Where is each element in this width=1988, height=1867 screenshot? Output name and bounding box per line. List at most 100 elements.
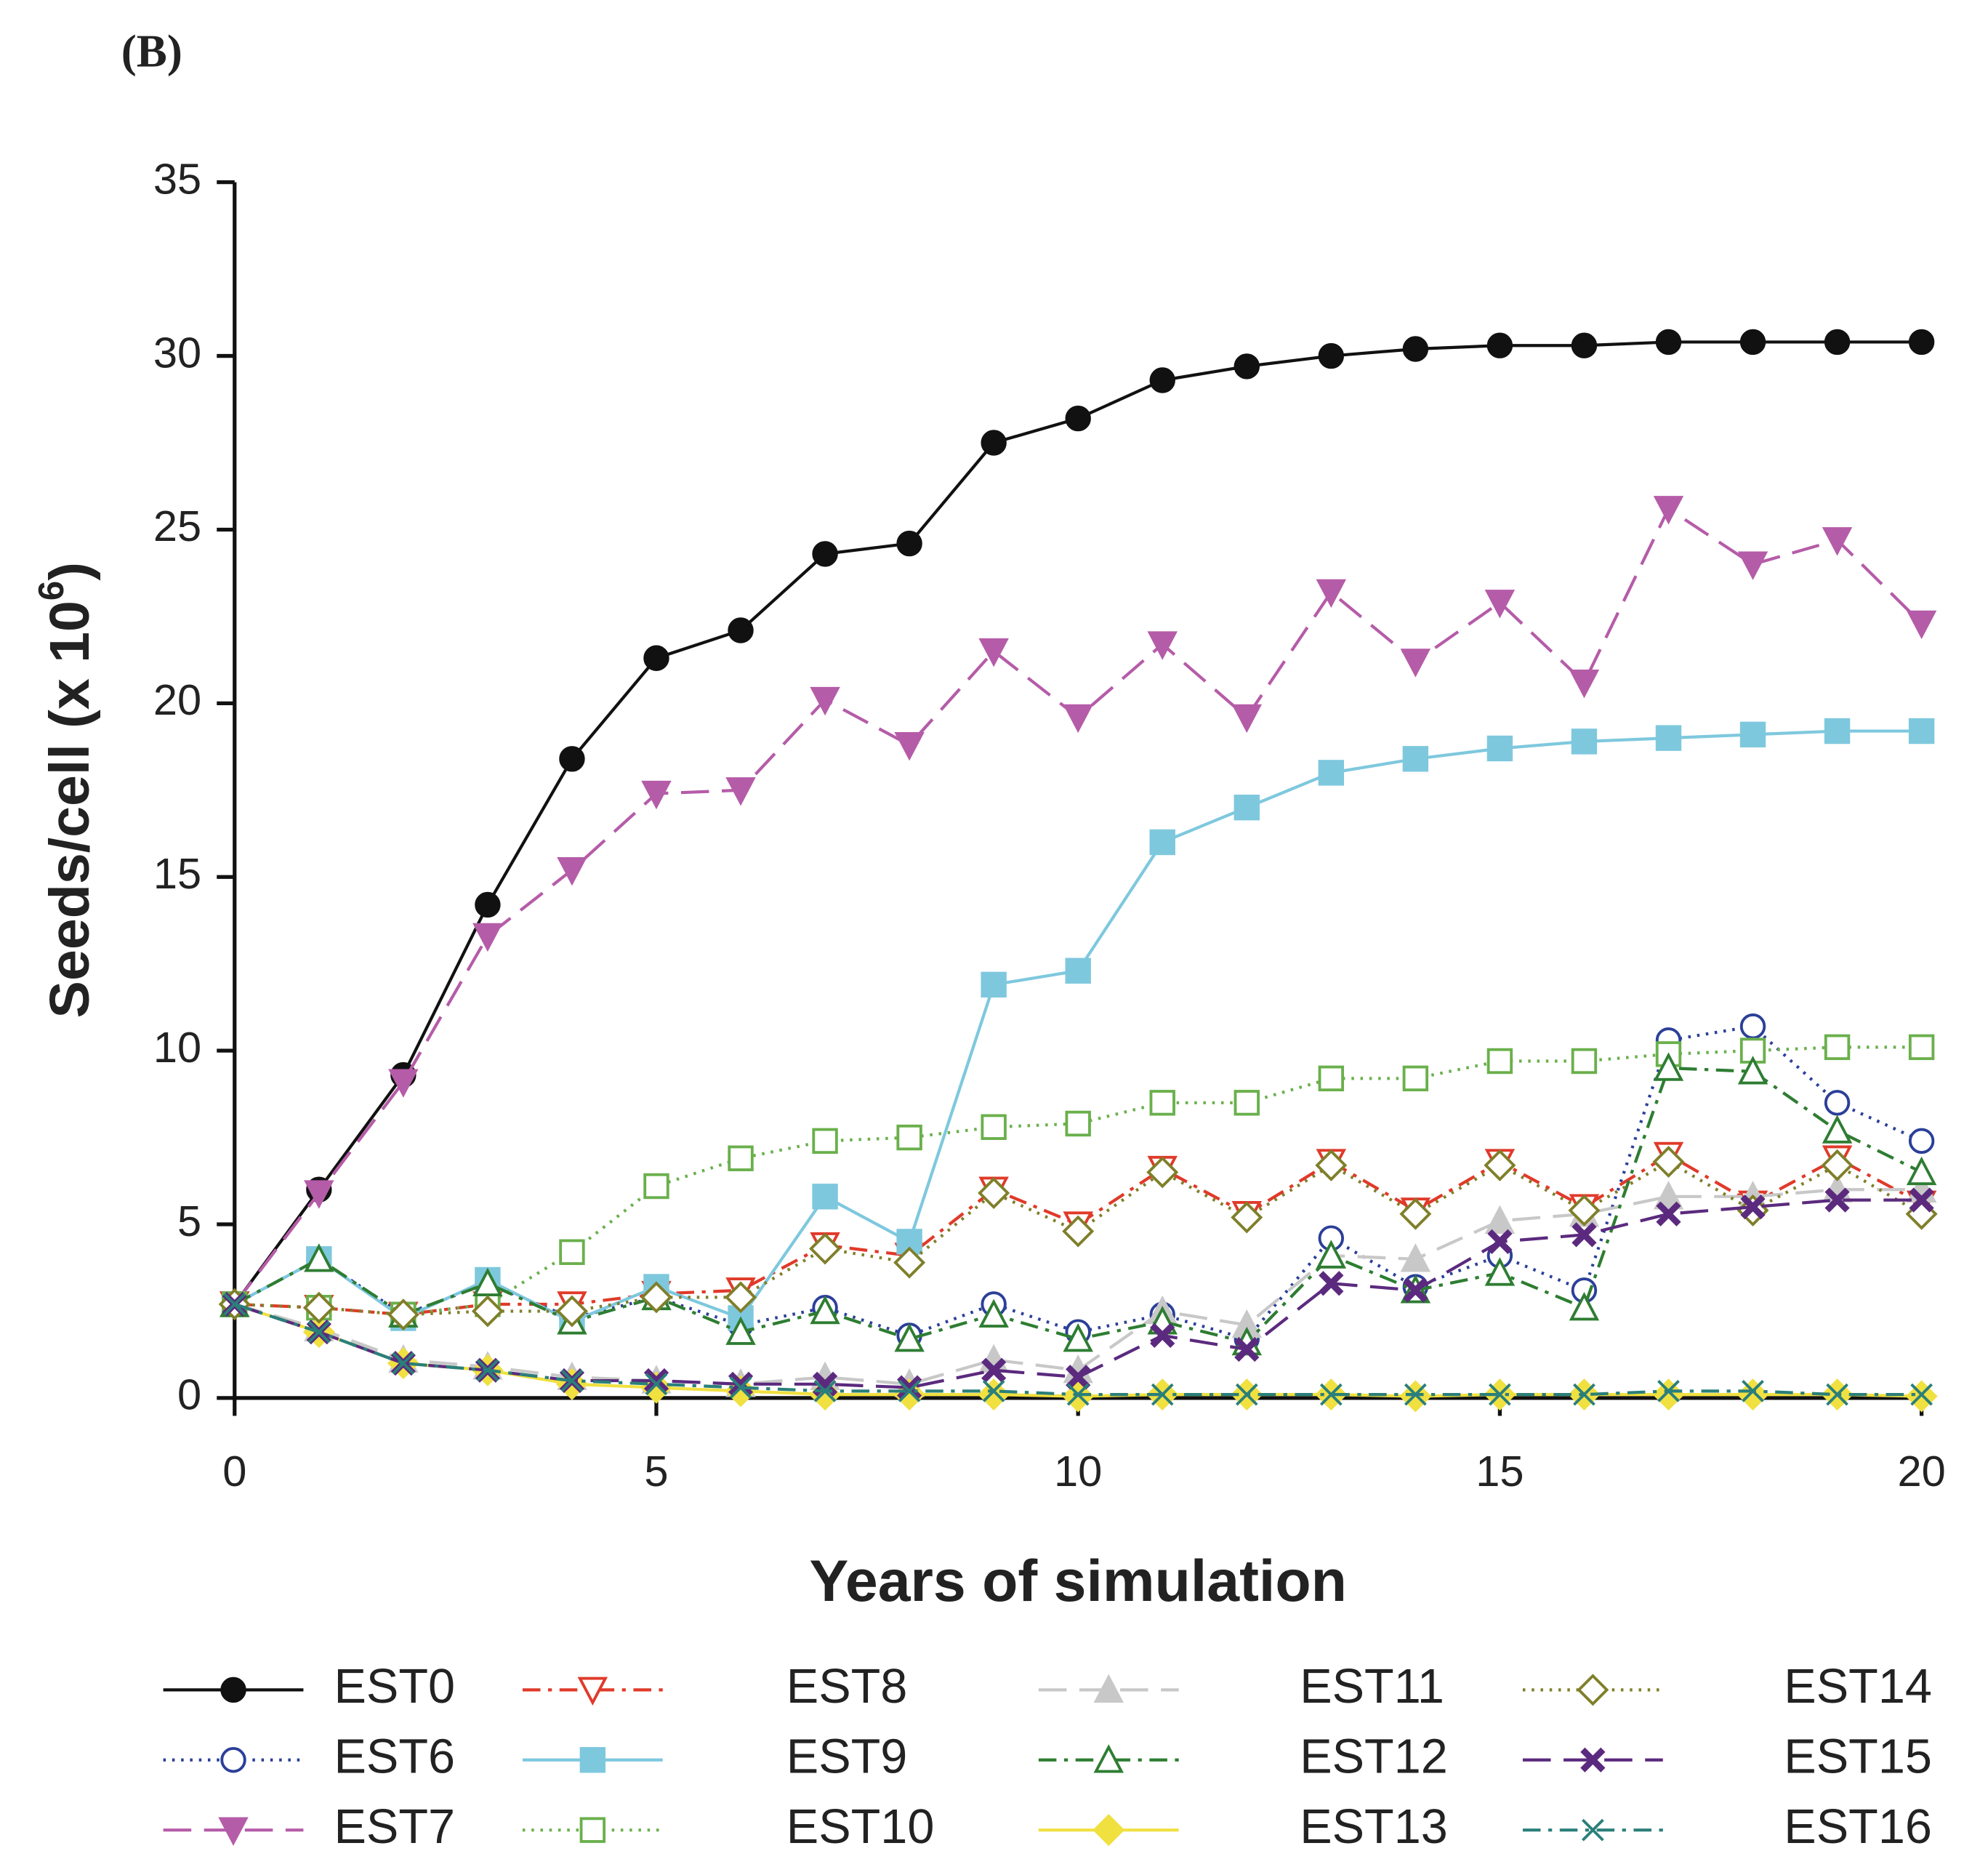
- marker: [812, 1184, 838, 1210]
- marker: [981, 430, 1007, 456]
- y-tick-label: 25: [153, 502, 201, 550]
- marker: [981, 1357, 1007, 1383]
- marker: [1571, 332, 1598, 358]
- marker: [1740, 1195, 1766, 1220]
- marker: [1234, 1336, 1260, 1362]
- y-tick-label: 5: [177, 1197, 201, 1245]
- marker: [896, 1124, 922, 1151]
- legend-item: EST15: [1522, 1730, 1932, 1783]
- marker: [1315, 1149, 1348, 1181]
- marker: [476, 1359, 499, 1382]
- legend-label: EST13: [1300, 1800, 1448, 1854]
- marker: [559, 1239, 585, 1265]
- marker: [1822, 1115, 1853, 1144]
- marker: [557, 856, 587, 886]
- marker: [1824, 329, 1851, 356]
- legend-item: EST11: [1038, 1660, 1444, 1714]
- marker: [643, 1173, 669, 1200]
- legend-marker: [1092, 1814, 1125, 1847]
- marker: [1655, 329, 1682, 356]
- legend-item: EST8: [522, 1660, 908, 1714]
- series: [223, 1293, 1933, 1406]
- marker: [643, 645, 669, 671]
- marker: [388, 1069, 419, 1098]
- marker: [978, 1378, 1010, 1411]
- marker: [1569, 1292, 1600, 1321]
- marker: [1149, 367, 1175, 393]
- legend-label: EST8: [786, 1660, 908, 1714]
- x-tick-label: 20: [1897, 1447, 1945, 1495]
- marker: [1400, 649, 1431, 678]
- marker: [1655, 725, 1682, 751]
- marker: [1739, 329, 1766, 356]
- marker: [1063, 1323, 1093, 1352]
- marker: [728, 617, 754, 643]
- marker: [1234, 1090, 1260, 1116]
- marker: [978, 1177, 1010, 1210]
- marker: [894, 1323, 925, 1352]
- marker: [1571, 1048, 1598, 1075]
- marker: [472, 923, 503, 952]
- marker: [1065, 405, 1091, 432]
- legend-label: EST16: [1784, 1800, 1932, 1854]
- legend-label: EST9: [786, 1730, 908, 1783]
- marker: [812, 1128, 838, 1155]
- marker: [1316, 1240, 1347, 1269]
- marker: [1824, 1034, 1851, 1061]
- marker: [223, 1293, 246, 1316]
- marker: [1906, 610, 1937, 640]
- marker: [810, 686, 840, 716]
- marker: [1066, 1383, 1090, 1406]
- marker: [1909, 1187, 1934, 1213]
- legend-marker: [1093, 1674, 1124, 1703]
- marker: [1063, 704, 1093, 734]
- y-tick-label: 15: [153, 849, 201, 898]
- legend-item: EST9: [522, 1730, 908, 1783]
- marker: [1652, 1146, 1685, 1179]
- legend-item: EST10: [522, 1800, 934, 1854]
- marker: [1400, 1243, 1431, 1272]
- legend-marker: [218, 1817, 249, 1846]
- marker: [1653, 1181, 1684, 1210]
- marker: [1402, 746, 1429, 772]
- marker: [728, 1371, 754, 1397]
- marker: [643, 1368, 669, 1394]
- marker: [1821, 1149, 1854, 1181]
- marker: [1910, 1383, 1933, 1406]
- marker: [387, 1298, 419, 1331]
- marker: [645, 1373, 668, 1396]
- marker: [1571, 728, 1598, 755]
- legend-label: EST14: [1784, 1660, 1932, 1714]
- marker: [1908, 718, 1935, 744]
- y-tick-label: 30: [153, 328, 201, 377]
- marker: [1484, 1257, 1516, 1286]
- marker: [1403, 1277, 1428, 1303]
- marker: [896, 1375, 922, 1400]
- legend-label: EST6: [334, 1730, 455, 1783]
- legend-marker: [579, 1747, 606, 1773]
- marker: [1062, 1215, 1095, 1248]
- marker: [471, 1295, 504, 1328]
- series-line: [234, 1045, 1922, 1317]
- marker: [728, 1145, 754, 1171]
- marker: [1487, 1229, 1513, 1255]
- marker: [810, 1295, 840, 1325]
- marker: [982, 1379, 1005, 1402]
- marker: [302, 1291, 335, 1324]
- marker: [1318, 760, 1345, 786]
- x-tick-label: 15: [1476, 1447, 1524, 1495]
- marker: [894, 731, 925, 761]
- marker: [1484, 1205, 1516, 1234]
- marker: [1652, 1378, 1685, 1411]
- marker: [392, 1352, 415, 1375]
- legend-item: EST0: [163, 1660, 455, 1714]
- marker: [1486, 735, 1513, 762]
- marker: [809, 1232, 842, 1265]
- marker: [1489, 1383, 1511, 1406]
- marker: [641, 780, 672, 810]
- marker: [1234, 353, 1260, 380]
- y-axis-title-main: Seeds/cell (x 10: [39, 601, 101, 1018]
- legend-marker: [220, 1677, 246, 1703]
- marker: [1568, 1194, 1601, 1226]
